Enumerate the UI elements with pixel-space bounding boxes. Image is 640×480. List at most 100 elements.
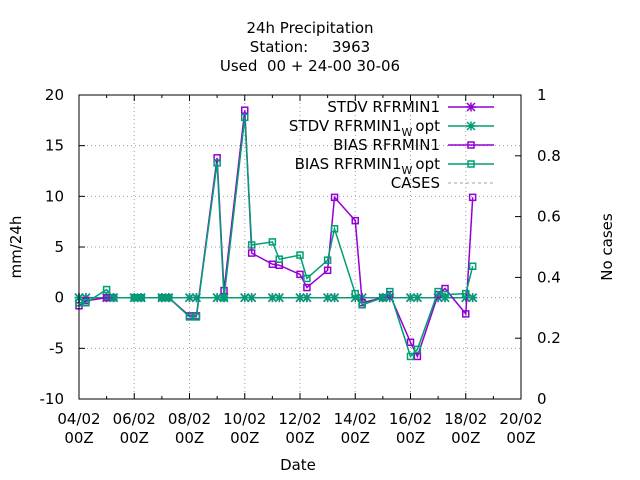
series-point	[274, 293, 284, 303]
y-tick-label: -10	[40, 390, 65, 408]
series-point	[351, 289, 359, 298]
legend-swatch-marker	[467, 141, 475, 149]
series-point	[247, 293, 257, 303]
series-point	[241, 113, 249, 122]
series-point	[323, 256, 332, 264]
series-point	[468, 262, 477, 271]
grid-lines	[79, 95, 521, 399]
series-point	[462, 310, 470, 318]
series-point	[82, 298, 90, 307]
y2-tick-label: 1	[537, 86, 547, 104]
y-tick-label: 20	[45, 86, 64, 104]
x-tick-label-hour: 00Z	[341, 429, 370, 447]
series-point	[158, 293, 166, 302]
series-point	[379, 293, 387, 302]
series-point	[185, 313, 194, 321]
series-point	[350, 293, 360, 303]
plot-frame	[78, 94, 522, 400]
legend-label: BIAS RFRMIN1W opt	[295, 155, 440, 177]
series-point	[247, 241, 256, 249]
series-point	[268, 238, 277, 246]
series-point	[351, 216, 359, 225]
x-tick-label-date: 06/02	[113, 410, 156, 428]
y-tick-label: 5	[54, 238, 64, 256]
series-point	[102, 293, 111, 302]
y2-tick-label: 0.8	[537, 147, 561, 165]
x-tick-label-hour: 00Z	[285, 429, 314, 447]
series-point	[323, 266, 332, 275]
series-point	[296, 270, 304, 279]
y2-axis-label: No cases	[598, 213, 616, 281]
legend-swatch-marker	[466, 102, 476, 112]
axis-ticks: 04/0200Z06/0200Z08/0200Z10/0200Z12/0200Z…	[40, 86, 561, 447]
series-line	[79, 117, 474, 358]
x-tick-label-date: 08/02	[168, 410, 211, 428]
series-point	[241, 106, 249, 114]
x-tick-label-hour: 00Z	[451, 429, 480, 447]
x-tick-label-date: 14/02	[334, 410, 377, 428]
y-axis-label: mm/24h	[7, 216, 25, 279]
series-point	[462, 289, 470, 298]
series-point	[330, 293, 340, 303]
x-tick-label-hour: 00Z	[506, 429, 535, 447]
series-point	[212, 293, 222, 303]
series-point	[247, 249, 256, 257]
y2-tick-label: 0.4	[537, 268, 561, 286]
series-point	[295, 293, 305, 303]
x-tick-label-date: 20/02	[499, 410, 542, 428]
series-point	[240, 293, 250, 303]
series-point	[102, 285, 111, 294]
series-point	[412, 293, 422, 303]
legend-label-name: BIAS RFRMIN1	[333, 136, 440, 154]
series-point	[213, 154, 221, 162]
series-point	[468, 293, 478, 303]
series-point	[303, 283, 311, 292]
series-point	[413, 345, 422, 354]
series-point	[268, 260, 277, 268]
series-point	[267, 293, 277, 303]
x-tick-label-hour: 00Z	[175, 429, 204, 447]
y-tick-label: 10	[45, 187, 64, 205]
legend-label-subscript: W	[402, 164, 413, 177]
series-point	[130, 293, 138, 302]
x-tick-label-hour: 00Z	[230, 429, 259, 447]
chart-title-line1: 24h Precipitation	[246, 19, 373, 37]
legend-label: BIAS RFRMIN1	[333, 136, 440, 154]
series-point	[405, 293, 416, 303]
x-tick-label-date: 04/02	[57, 410, 100, 428]
series-point	[330, 225, 339, 233]
series-point	[406, 352, 415, 361]
x-tick-label-date: 18/02	[444, 410, 487, 428]
legend-label-name: STDV RFRMIN1	[327, 98, 440, 116]
x-tick-label-date: 12/02	[278, 410, 321, 428]
series-point	[275, 255, 284, 263]
legend-label: STDV RFRMIN1	[327, 98, 440, 116]
y2-tick-label: 0.6	[537, 208, 561, 226]
legend-label-name: CASES	[391, 174, 440, 192]
series-point	[192, 313, 201, 321]
x-axis-label: Date	[280, 456, 316, 474]
x-tick-label-hour: 00Z	[64, 429, 93, 447]
series-point	[302, 293, 312, 303]
series-point	[434, 287, 442, 296]
legend-label: CASES	[391, 174, 440, 192]
series-point	[323, 293, 333, 303]
series-point	[468, 193, 477, 202]
series-point	[461, 293, 471, 303]
chart-title-line2: Station: 3963	[250, 38, 370, 56]
series-point	[330, 193, 339, 202]
y2-tick-label: 0	[537, 390, 547, 408]
series-point	[358, 301, 366, 309]
legend-label-subscript: W	[402, 126, 413, 139]
series-point	[109, 293, 118, 302]
series-point	[213, 159, 221, 167]
x-tick-label-date: 10/02	[223, 410, 266, 428]
series-point	[137, 293, 145, 302]
legend-swatch-marker	[466, 121, 476, 131]
x-tick-label-date: 16/02	[389, 410, 432, 428]
series-point	[296, 251, 304, 259]
y-tick-label: 0	[54, 289, 64, 307]
y-tick-label: 15	[45, 137, 64, 155]
